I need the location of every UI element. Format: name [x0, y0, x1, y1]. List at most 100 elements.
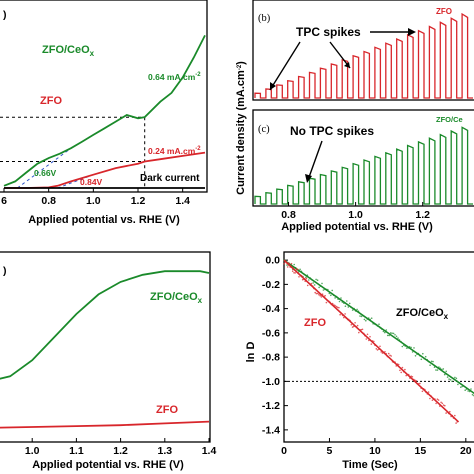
panel-e-point-0-70 [385, 329, 388, 331]
panel-e-point-0-78 [397, 337, 399, 339]
panel-e-point-0-121 [460, 386, 462, 389]
panel-e-point-0-65 [378, 323, 380, 326]
panel-e-point-0-90 [414, 355, 417, 357]
panel-e-point-0-110 [443, 373, 446, 376]
panel-d-x-tick-label-1: 1.1 [69, 445, 84, 457]
panel-e-point-1-49 [344, 313, 346, 315]
panel-e-point-0-71 [386, 334, 389, 337]
panel-e-point-0-26 [321, 282, 323, 285]
panel-a-x-tick-label-3: 1.2 [131, 195, 146, 207]
panel-e-point-1-27 [316, 292, 319, 295]
panel-e-point-1-117 [429, 397, 431, 400]
panel-e-ylabel: ln D [245, 342, 257, 363]
panel-e-point-0-74 [391, 332, 393, 335]
panel-e-point-0-112 [446, 376, 449, 378]
panel-e-point-1-126 [440, 401, 442, 404]
panel-e-point-1-7 [291, 270, 294, 273]
panel-e-point-1-103 [411, 376, 414, 378]
panel-b-arrow-2 [329, 41, 351, 69]
panel-e-point-1-10 [295, 268, 298, 270]
panel-e-point-1-0 [283, 262, 285, 265]
panel-e-point-1-6 [290, 262, 293, 265]
panel-e-point-1-60 [358, 331, 360, 334]
panel-e-point-0-84 [405, 347, 408, 349]
panel-e-point-0-56 [365, 319, 367, 322]
panel-e-point-1-45 [339, 313, 341, 316]
panel-e-point-0-105 [436, 369, 439, 371]
panel-d-letter: ) [3, 265, 7, 277]
panel-e-point-0-94 [420, 358, 423, 361]
panel-e-point-1-130 [445, 412, 447, 414]
panel-e-point-1-15 [301, 278, 304, 281]
panel-b-annotation: TPC spikes [296, 25, 361, 39]
panel-a-dark-current: Dark current [140, 173, 200, 184]
panel-c-axes [252, 109, 474, 207]
panel-a: ) 6 0.8 1.0 1.2 1.4 ZFO/CeOx ZFO 0.64 mA.cm-… [0, 0, 208, 226]
panel-e-point-1-98 [405, 374, 408, 377]
panel-e-point-0-44 [347, 306, 350, 308]
panel-e-point-1-77 [379, 345, 381, 348]
panel-e-point-1-34 [325, 301, 328, 304]
panel-e-point-1-138 [455, 422, 457, 424]
panel-e-point-1-11 [296, 268, 299, 271]
panel-e-point-1-59 [356, 324, 359, 327]
panel-e-point-0-75 [392, 332, 395, 335]
panel-e-point-0-38 [338, 300, 341, 303]
panel-e-point-1-25 [314, 291, 317, 294]
panel-d-x-tick-label-3: 1.3 [157, 445, 172, 457]
panel-e-point-0-111 [445, 370, 448, 373]
panel-e-point-1-8 [293, 272, 295, 274]
panel-e-point-1-122 [435, 402, 437, 405]
panel-e-point-0-15 [305, 276, 307, 279]
panel-e-ytick-label-0: 0.0 [265, 255, 280, 267]
panel-e-point-1-124 [437, 399, 440, 401]
panel-e-point-1-18 [305, 277, 308, 280]
panel-e-point-0-32 [330, 294, 332, 297]
panel-e-point-0-95 [422, 352, 424, 355]
panel-e-point-0-69 [384, 331, 386, 334]
panel-e-point-0-73 [389, 332, 392, 334]
panel-e-point-1-54 [350, 323, 353, 326]
panel-e-point-0-45 [348, 302, 351, 305]
panel-e-point-1-133 [449, 410, 451, 413]
panel-e-x-tick-label-1: 5 [327, 445, 333, 457]
panel-e-point-0-21 [313, 284, 316, 286]
panel-e-point-0-72 [388, 334, 391, 337]
panel-e-point-0-53 [360, 315, 363, 318]
panel-e-point-1-116 [427, 391, 430, 393]
panel-c-legend: ZFO/Ce [436, 115, 463, 124]
panel-a-value-red: 0.24 mA.cm-2 [148, 146, 201, 156]
panel-e-point-0-104 [435, 369, 437, 371]
panel-d-xlabel: Applied potential vs. RHE (V) [32, 459, 184, 471]
panel-e-ytick-label-4: -0.8 [262, 352, 280, 364]
panel-a-axes [0, 0, 208, 193]
panel-e-point-1-129 [444, 404, 446, 407]
panel-e-point-1-44 [338, 306, 340, 309]
panel-e-point-0-115 [451, 380, 453, 383]
panel-d-series-0 [0, 270, 210, 380]
panel-a-label-zfo: ZFO [40, 95, 62, 107]
panel-e-point-0-117 [454, 376, 456, 379]
panel-e-point-0-101 [430, 360, 433, 363]
panel-e-point-0-119 [457, 383, 459, 386]
panel-b: (b) ZFO TPC spikes [252, 0, 474, 101]
panel-e-point-0-33 [331, 289, 334, 292]
panel-e-point-0-128 [470, 388, 472, 390]
panel-e-point-1-128 [442, 404, 445, 406]
panel-e-point-0-113 [448, 378, 450, 380]
panel-e-point-0-11 [299, 268, 301, 271]
panel-a-x-tick-label-2: 1.0 [86, 195, 101, 207]
panel-e-fit-0 [283, 259, 474, 395]
panel-e-point-0-60 [370, 317, 373, 320]
panel-b-series-0 [254, 12, 473, 99]
panel-e-point-0-55 [363, 318, 366, 321]
panel-b-legend: ZFO [436, 7, 452, 16]
panel-e-point-0-126 [467, 390, 469, 392]
panel-e-point-1-75 [376, 349, 379, 351]
panel-e-point-0-23 [316, 279, 319, 282]
panel-e-point-0-50 [356, 308, 358, 311]
panel-d-x-tick-label-4: 1.4 [202, 445, 217, 457]
panel-c-annotation: No TPC spikes [290, 124, 374, 138]
panel-e-point-1-55 [351, 326, 354, 328]
panel-e-point-1-29 [319, 294, 322, 297]
